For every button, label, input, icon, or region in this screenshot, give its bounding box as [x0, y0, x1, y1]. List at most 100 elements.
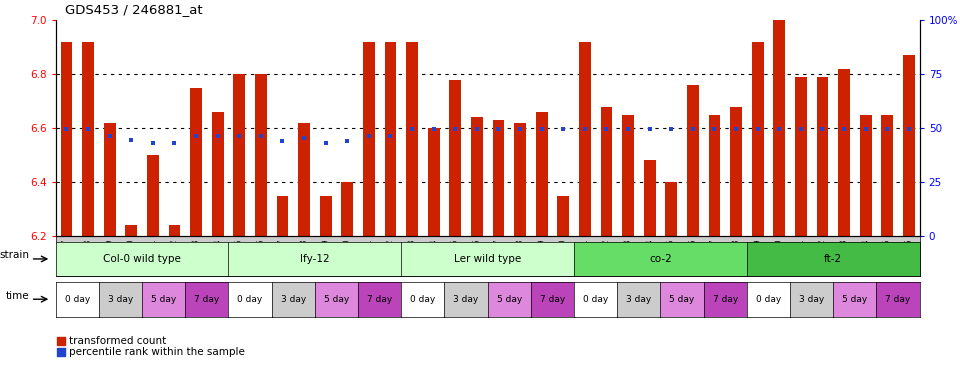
Text: Col-0 wild type: Col-0 wild type [103, 254, 181, 264]
Text: 5 day: 5 day [324, 295, 349, 304]
Text: lfy-12: lfy-12 [300, 254, 329, 264]
Text: 0 day: 0 day [64, 295, 90, 304]
Text: 7 day: 7 day [367, 295, 393, 304]
Bar [881, 115, 893, 236]
Bar [449, 79, 461, 236]
Point [491, 126, 506, 131]
Bar [665, 182, 677, 236]
Text: Ler wild type: Ler wild type [454, 254, 521, 264]
Bar [687, 85, 699, 236]
Bar [212, 112, 224, 236]
Point [318, 140, 333, 146]
Text: 7 day: 7 day [540, 295, 565, 304]
Bar [838, 69, 850, 236]
Text: 0 day: 0 day [237, 295, 263, 304]
Point [210, 133, 226, 139]
Bar [860, 115, 872, 236]
Bar [752, 42, 763, 236]
Point [231, 133, 247, 139]
Point [879, 126, 895, 131]
Point [124, 137, 139, 143]
Point [59, 126, 74, 131]
Point [663, 126, 679, 131]
Point [750, 126, 765, 131]
Text: 3 day: 3 day [626, 295, 652, 304]
Text: strain: strain [0, 250, 29, 261]
Text: 5 day: 5 day [151, 295, 177, 304]
Point [793, 126, 808, 131]
Point [599, 126, 614, 131]
Bar [406, 42, 418, 236]
Bar [903, 55, 915, 236]
Text: 5 day: 5 day [669, 295, 695, 304]
Bar [126, 225, 137, 236]
Bar [471, 117, 483, 236]
Bar [169, 225, 180, 236]
Bar [515, 123, 526, 236]
Point [383, 133, 398, 139]
Text: time: time [6, 291, 29, 301]
Bar [276, 195, 288, 236]
Point [253, 133, 269, 139]
Text: 3 day: 3 day [799, 295, 825, 304]
Text: 5 day: 5 day [496, 295, 522, 304]
Bar [320, 195, 331, 236]
Text: GDS453 / 246881_at: GDS453 / 246881_at [65, 3, 203, 16]
Bar [299, 123, 310, 236]
Point [361, 133, 376, 139]
Bar [233, 74, 245, 236]
Text: 3 day: 3 day [453, 295, 479, 304]
Point [81, 126, 96, 131]
Bar [385, 42, 396, 236]
Bar [622, 115, 634, 236]
Point [534, 126, 549, 131]
Point [556, 126, 571, 131]
Bar [60, 42, 72, 236]
Point [54, 338, 69, 344]
Text: 7 day: 7 day [712, 295, 738, 304]
Text: 3 day: 3 day [108, 295, 133, 304]
Point [167, 140, 182, 146]
Point [102, 133, 117, 139]
Point [340, 138, 355, 144]
Bar [147, 155, 158, 236]
Text: 7 day: 7 day [885, 295, 911, 304]
Text: ft-2: ft-2 [825, 254, 842, 264]
Point [188, 133, 204, 139]
Bar [795, 77, 806, 236]
Point [620, 126, 636, 131]
Text: co-2: co-2 [649, 254, 672, 264]
Point [297, 135, 312, 141]
Text: transformed count: transformed count [69, 336, 166, 346]
Text: 0 day: 0 day [410, 295, 436, 304]
Point [858, 126, 874, 131]
Point [275, 138, 290, 144]
Point [577, 126, 592, 131]
Point [145, 140, 160, 146]
Point [404, 126, 420, 131]
Text: percentile rank within the sample: percentile rank within the sample [69, 347, 245, 358]
Bar [363, 42, 374, 236]
Point [447, 126, 463, 131]
Text: 0 day: 0 day [583, 295, 609, 304]
Point [685, 126, 701, 131]
Point [729, 126, 744, 131]
Bar [428, 128, 440, 236]
Bar [536, 112, 547, 236]
Bar [731, 107, 742, 236]
Bar [104, 123, 115, 236]
Bar [190, 87, 202, 236]
Point [469, 126, 485, 131]
Point [815, 126, 830, 131]
Point [707, 126, 722, 131]
Bar [83, 42, 94, 236]
Bar [579, 42, 590, 236]
Bar [255, 74, 267, 236]
Bar [601, 107, 612, 236]
Bar [492, 120, 504, 236]
Text: 5 day: 5 day [842, 295, 868, 304]
Bar [817, 77, 828, 236]
Point [836, 126, 852, 131]
Text: 3 day: 3 day [280, 295, 306, 304]
Bar [774, 20, 785, 236]
